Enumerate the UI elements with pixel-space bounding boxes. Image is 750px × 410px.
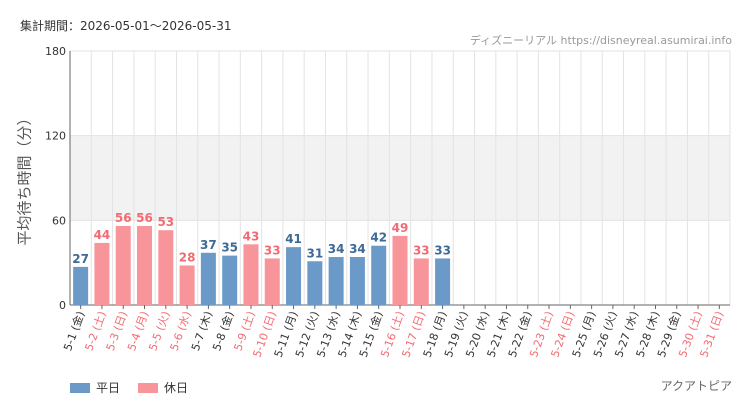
data-label-5-17 (日): 33: [413, 243, 430, 257]
data-label-5-6 (水): 28: [179, 250, 196, 264]
bar-5-18 (月): [435, 258, 451, 305]
legend-label-holiday: 休日: [164, 381, 189, 395]
data-label-5-3 (日): 56: [115, 211, 132, 225]
data-label-5-2 (土): 44: [94, 228, 111, 242]
y-tick-label: 120: [45, 130, 66, 143]
data-label-5-11 (月): 41: [285, 232, 302, 246]
bar-5-13 (水): [328, 257, 344, 305]
period-label: 集計期間：2026-05-01～2026-05-31: [20, 19, 232, 33]
bar-5-2 (土): [94, 242, 110, 305]
bar-5-10 (日): [264, 258, 280, 305]
data-label-5-16 (土): 49: [392, 221, 409, 235]
legend-item-holiday[interactable]: 休日: [138, 379, 188, 396]
bar-5-8 (金): [222, 255, 238, 305]
data-label-5-14 (木): 34: [349, 242, 366, 256]
y-tick-label: 0: [59, 299, 66, 312]
data-label-5-15 (金): 42: [370, 231, 387, 245]
data-label-5-12 (火): 31: [306, 246, 323, 260]
bar-5-17 (日): [413, 258, 429, 305]
data-label-5-5 (火): 53: [157, 215, 174, 229]
shaded-band: [70, 135, 730, 221]
y-tick-label: 180: [45, 45, 66, 58]
bar-5-1 (金): [73, 266, 89, 305]
bar-5-7 (木): [200, 252, 216, 305]
data-label-5-4 (月): 56: [136, 211, 153, 225]
data-label-5-10 (日): 33: [264, 243, 281, 257]
legend-label-weekday: 平日: [96, 381, 121, 395]
data-label-5-13 (水): 34: [328, 242, 345, 256]
legend-swatch-weekday: [70, 382, 90, 393]
bar-5-14 (木): [349, 257, 365, 305]
legend-item-weekday[interactable]: 平日: [70, 379, 120, 396]
source-credit: ディズニーリアル https://disneyreal.asumirai.inf…: [469, 34, 732, 47]
data-label-5-8 (金): 35: [221, 241, 238, 255]
data-label-5-7 (木): 37: [200, 238, 217, 252]
bar-5-3 (日): [115, 225, 131, 305]
bar-5-15 (金): [371, 245, 387, 305]
bar-5-4 (月): [137, 225, 153, 305]
bar-5-9 (土): [243, 244, 259, 305]
bar-5-6 (水): [179, 265, 195, 305]
attraction-name: アクアトピア: [660, 379, 732, 393]
data-label-5-18 (月): 33: [434, 243, 451, 257]
y-tick-label: 60: [52, 214, 66, 227]
bar-5-5 (火): [158, 230, 174, 305]
data-label-5-1 (金): 27: [72, 252, 89, 266]
bar-5-11 (月): [286, 247, 302, 305]
bar-5-16 (土): [392, 235, 408, 305]
data-label-5-9 (土): 43: [243, 229, 260, 243]
legend-swatch-holiday: [138, 382, 159, 393]
legend: 平日 休日: [70, 379, 188, 396]
bar-5-12 (火): [307, 261, 323, 305]
